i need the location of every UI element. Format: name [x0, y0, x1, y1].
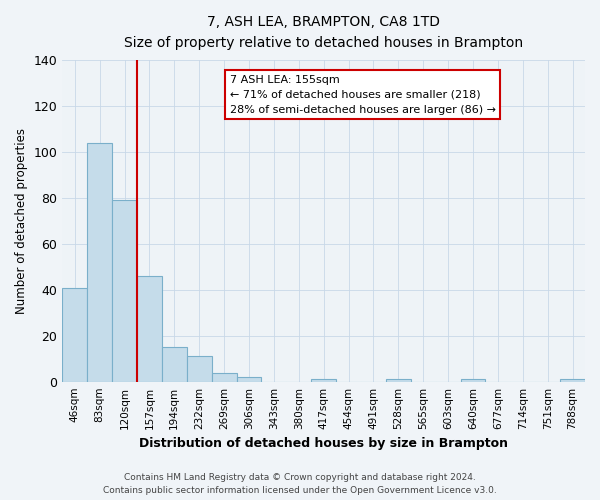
X-axis label: Distribution of detached houses by size in Brampton: Distribution of detached houses by size …	[139, 437, 508, 450]
Bar	[137, 276, 162, 382]
Title: 7, ASH LEA, BRAMPTON, CA8 1TD
Size of property relative to detached houses in Br: 7, ASH LEA, BRAMPTON, CA8 1TD Size of pr…	[124, 15, 523, 50]
Bar	[187, 356, 212, 382]
Bar	[461, 380, 485, 382]
Bar	[236, 377, 262, 382]
Bar	[386, 380, 411, 382]
Bar	[62, 288, 87, 382]
Bar	[87, 143, 112, 382]
Bar	[560, 380, 585, 382]
Y-axis label: Number of detached properties: Number of detached properties	[15, 128, 28, 314]
Bar	[311, 380, 336, 382]
Text: 7 ASH LEA: 155sqm
← 71% of detached houses are smaller (218)
28% of semi-detache: 7 ASH LEA: 155sqm ← 71% of detached hous…	[230, 75, 496, 114]
Text: Contains HM Land Registry data © Crown copyright and database right 2024.
Contai: Contains HM Land Registry data © Crown c…	[103, 474, 497, 495]
Bar	[212, 372, 236, 382]
Bar	[162, 348, 187, 382]
Bar	[112, 200, 137, 382]
